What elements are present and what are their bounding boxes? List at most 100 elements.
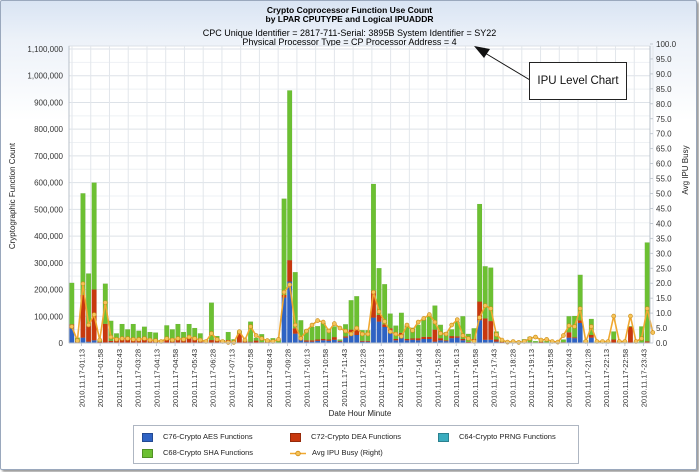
line-point-marker xyxy=(499,337,505,343)
ipu-level-callout: IPU Level Chart xyxy=(529,62,627,100)
bar-segment xyxy=(225,331,231,341)
line-point-marker xyxy=(399,334,404,339)
x-tick-label: 2010.11.17-22:13 xyxy=(602,349,611,407)
bar-segment xyxy=(482,266,488,319)
line-point-marker xyxy=(108,334,114,340)
chart-legend: C76-Crypto AES Functions C72-Crypto DEA … xyxy=(133,425,579,464)
bar-segment xyxy=(287,90,293,261)
line-point-marker xyxy=(443,331,449,337)
line-point-marker xyxy=(505,339,510,345)
line-point-marker xyxy=(248,324,253,329)
callout-arrow-line xyxy=(484,52,531,81)
line-point-marker xyxy=(225,340,231,345)
bar-segment xyxy=(572,338,578,344)
y-tick-label: 1,100,000 xyxy=(27,45,63,54)
bar-segment xyxy=(125,329,131,338)
bar-segment xyxy=(102,323,108,343)
line-point-marker xyxy=(415,319,421,325)
legend-item-sha[interactable]: C68-Crypto SHA Functions xyxy=(142,447,253,459)
y2-tick-label: 10.0 xyxy=(656,309,672,318)
bar-segment xyxy=(566,337,572,344)
line-point-marker xyxy=(572,324,577,329)
bar-segment xyxy=(382,326,388,344)
y-tick-label: 300,000 xyxy=(34,259,63,268)
bar-segment xyxy=(477,203,483,302)
line-point-marker xyxy=(304,328,309,334)
bar-segment xyxy=(588,334,594,338)
x-tick-label: 2010.11.17-16:13 xyxy=(452,349,461,407)
line-point-marker xyxy=(209,331,214,336)
line-point-marker xyxy=(130,337,136,342)
legend-label-avg-ipu: Avg IPU Busy (Right) xyxy=(312,448,383,457)
line-point-marker xyxy=(382,319,387,324)
y-tick-label: 400,000 xyxy=(34,232,63,241)
legend-swatch-prng xyxy=(438,432,449,442)
bar-segment xyxy=(80,193,86,296)
line-point-marker xyxy=(432,319,438,325)
x-tick-label: 2010.11.17-23:43 xyxy=(640,349,649,407)
line-point-marker xyxy=(298,336,304,341)
y-tick-label: 700,000 xyxy=(34,152,63,161)
legend-item-avg-ipu[interactable]: Avg IPU Busy (Right) xyxy=(290,447,383,459)
y2-tick-label: 70.0 xyxy=(656,130,672,139)
line-point-marker xyxy=(292,322,298,328)
bar-segment xyxy=(292,333,298,344)
legend-label-aes: C76-Crypto AES Functions xyxy=(163,432,253,441)
line-point-marker xyxy=(482,303,488,308)
stacked-bars xyxy=(69,90,650,344)
line-point-marker xyxy=(589,324,594,329)
bar-segment xyxy=(493,339,499,342)
bar-segment xyxy=(382,284,388,325)
legend-item-prng[interactable]: C64-Crypto PRNG Functions xyxy=(438,431,556,443)
y2-tick-label: 55.0 xyxy=(656,175,672,184)
line-point-marker xyxy=(611,313,616,319)
line-point-marker xyxy=(650,330,656,335)
line-point-marker xyxy=(186,334,192,340)
line-point-marker xyxy=(214,337,220,342)
bar-segment xyxy=(432,329,438,342)
y-tick-label: 1,000,000 xyxy=(27,72,63,81)
bar-segment xyxy=(588,337,594,344)
line-point-marker xyxy=(376,309,382,314)
line-point-marker xyxy=(142,336,147,341)
line-point-marker xyxy=(237,329,242,334)
line-point-marker xyxy=(555,339,561,345)
bar-segment xyxy=(532,340,539,343)
cpc-info-line: CPC Unique Identifier = 2817-711-Serial:… xyxy=(202,28,497,38)
bar-segment xyxy=(404,338,410,341)
y-axis-label: Cryptographic Function Count xyxy=(8,142,17,249)
legend-swatch-sha xyxy=(142,448,153,458)
line-point-marker xyxy=(644,306,650,311)
bar-segment xyxy=(376,321,382,344)
legend-label-sha: C68-Crypto SHA Functions xyxy=(163,448,254,457)
line-point-marker xyxy=(343,328,348,334)
line-point-marker xyxy=(153,338,158,343)
x-tick-label: 2010.11.17-08:43 xyxy=(265,349,274,407)
bar-segment xyxy=(426,315,432,338)
bar-segment xyxy=(69,282,75,325)
line-point-marker xyxy=(103,300,108,305)
x-tick-label: 2010.11.17-12:28 xyxy=(359,349,368,407)
x-tick-label: 2010.11.17-10:13 xyxy=(302,349,311,407)
bar-segment xyxy=(566,332,572,338)
bar-segment xyxy=(627,326,633,343)
x-tick-label: 2010.11.17-01:13 xyxy=(77,349,86,407)
line-point-marker xyxy=(410,328,415,333)
x-tick-label: 2010.11.17-01:58 xyxy=(96,349,105,407)
bar-segment xyxy=(611,331,617,340)
line-point-marker xyxy=(175,336,181,341)
x-tick-label: 2010.11.17-11:43 xyxy=(340,349,349,407)
line-point-marker xyxy=(449,322,454,328)
line-point-marker xyxy=(309,322,315,328)
line-point-marker xyxy=(538,337,544,343)
legend-item-dea[interactable]: C72-Crypto DEA Functions xyxy=(290,431,401,443)
x-tick-label: 2010.11.17-10:58 xyxy=(321,349,330,407)
y-tick-label: 500,000 xyxy=(34,205,63,214)
chart-title: Crypto Coprocessor Function Use Count xyxy=(266,5,433,15)
bar-segment xyxy=(119,323,125,338)
legend-label-prng: C64-Crypto PRNG Functions xyxy=(459,432,556,441)
y2-tick-label: 0.0 xyxy=(656,339,668,348)
bar-segment xyxy=(303,340,309,342)
bar-segment xyxy=(449,335,455,339)
legend-item-aes[interactable]: C76-Crypto AES Functions xyxy=(142,431,253,443)
